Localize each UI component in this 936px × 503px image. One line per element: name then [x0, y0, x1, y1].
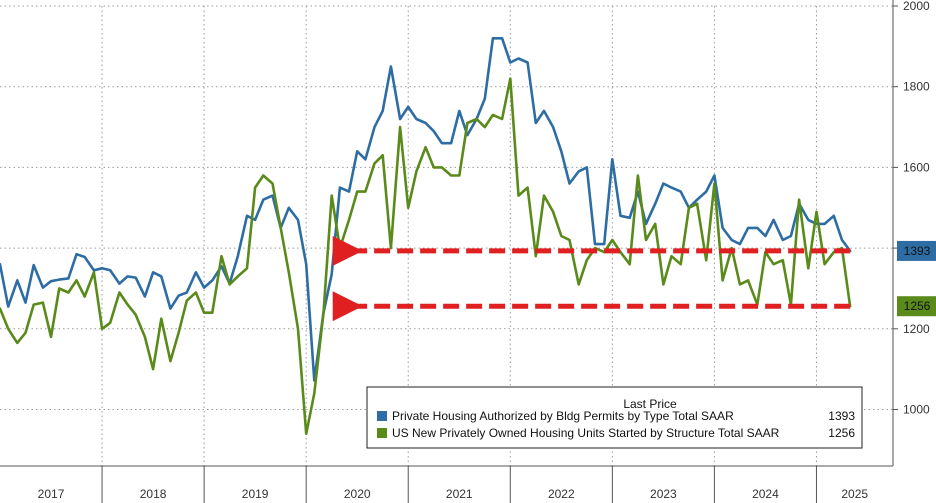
last-value-badge [897, 296, 936, 317]
x-tick-label: 2022 [548, 487, 575, 501]
legend-swatch [377, 411, 387, 421]
legend-series-value: 1256 [828, 426, 855, 440]
legend-series-name: Private Housing Authorized by Bldg Permi… [392, 409, 734, 423]
legend-swatch [377, 428, 387, 438]
legend-series-name: US New Privately Owned Housing Units Sta… [392, 426, 780, 440]
x-tick-label: 2025 [841, 487, 868, 501]
series-layer [0, 36, 852, 436]
y-tick-label: 1600 [903, 160, 930, 174]
grid-layer [0, 5, 893, 466]
y-tick-label: 1000 [903, 403, 930, 417]
legend-series-value: 1393 [828, 409, 855, 423]
x-tick-label: 2017 [38, 487, 65, 501]
x-tick-label: 2024 [752, 487, 779, 501]
last-value-text: 1256 [904, 299, 931, 313]
legend-title: Last Price [623, 397, 677, 411]
series-line-permits [0, 36, 852, 382]
last-value-badge [897, 240, 936, 261]
y-tick-label: 1800 [903, 80, 930, 94]
y-tick-label: 1200 [903, 322, 930, 336]
series-line-starts [0, 77, 852, 436]
badge-layer: 1393 1256 [897, 240, 936, 317]
x-tick-label: 2020 [344, 487, 371, 501]
x-tick-label: 2019 [242, 487, 269, 501]
last-value-text: 1393 [904, 244, 931, 258]
x-tick-label: 2018 [140, 487, 167, 501]
x-tick-label: 2023 [650, 487, 677, 501]
y-tick-label: 2000 [903, 0, 930, 13]
annotation-layer [332, 235, 851, 322]
legend-box [366, 386, 863, 449]
x-tick-label: 2021 [446, 487, 473, 501]
